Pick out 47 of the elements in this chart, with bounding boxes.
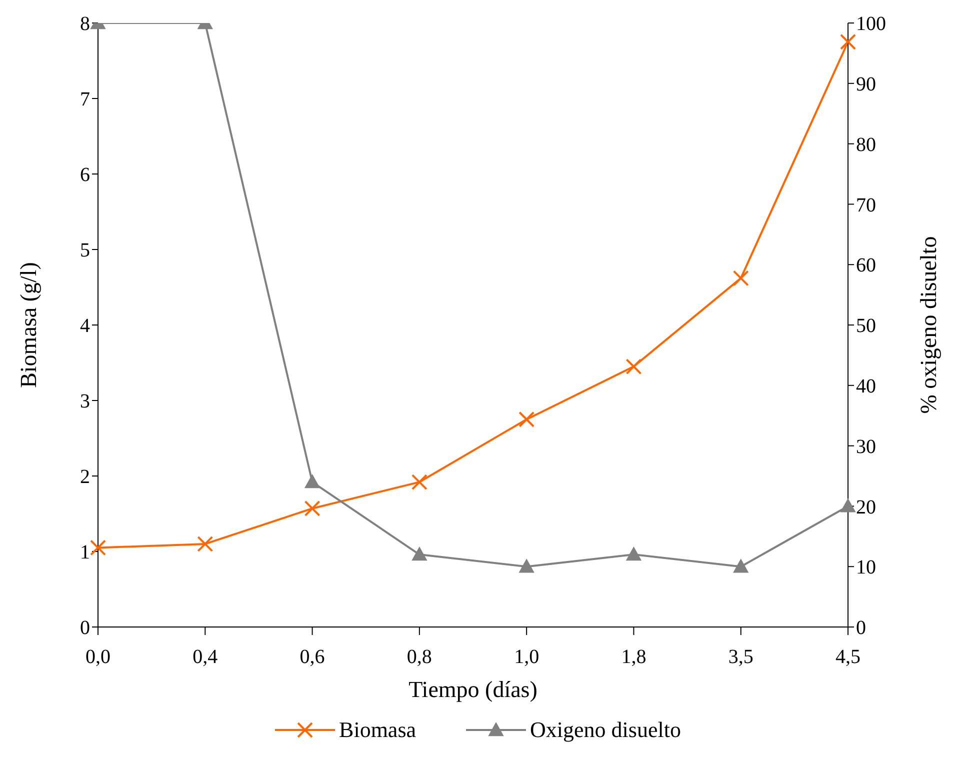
y-tick-label: 2	[80, 466, 90, 488]
x-tick-label: 1,8	[621, 646, 646, 668]
y2-tick-label: 20	[856, 496, 876, 518]
point	[90, 540, 106, 556]
y2-tick-label: 40	[856, 376, 876, 398]
point	[518, 411, 535, 428]
point	[304, 474, 320, 488]
y-tick-label: 7	[80, 88, 90, 111]
point	[411, 474, 428, 490]
y-tick-label: 3	[80, 390, 90, 413]
point	[197, 536, 214, 552]
y2-axis-title: % oxigeno disuelto	[916, 236, 942, 414]
x-tick-label: 4,5	[836, 646, 860, 668]
x-tick-label: 0,8	[406, 646, 432, 668]
y2-tick-label: 70	[856, 194, 876, 216]
point	[304, 500, 320, 516]
x-tick-label: 3,5	[728, 646, 754, 668]
x-tick-label: 0,0	[86, 646, 110, 668]
y2-tick-label: 10	[856, 556, 876, 579]
x-tick-label: 0,4	[192, 646, 218, 668]
x-tick-label: 1,0	[514, 646, 540, 668]
point	[626, 547, 642, 561]
y2-tick-label: 30	[856, 436, 876, 458]
legend-label: Biomasa	[339, 717, 416, 743]
point	[732, 270, 749, 286]
y2-tick-label: 100	[856, 13, 886, 36]
y-tick-label: 0	[80, 617, 90, 640]
point	[519, 559, 534, 573]
point	[840, 34, 856, 50]
y-axis-title: Biomasa (g/l)	[16, 262, 42, 388]
x-tick-label: 0,6	[300, 646, 325, 668]
y-tick-label: 1	[80, 542, 90, 564]
y2-tick-label: 0	[856, 617, 866, 640]
point	[733, 559, 748, 573]
y2-tick-label: 80	[856, 134, 876, 156]
y2-tick-label: 50	[856, 315, 876, 338]
y-tick-label: 8	[80, 13, 90, 36]
y-tick-label: 4	[80, 315, 90, 338]
legend-label: Oxigeno disuelto	[530, 717, 681, 743]
point	[840, 498, 856, 512]
y2-tick-label: 60	[856, 254, 876, 277]
y-tick-label: 5	[80, 240, 90, 262]
y-tick-label: 6	[80, 164, 90, 186]
point	[412, 547, 427, 561]
x-axis-title: Tiempo (días)	[408, 677, 538, 702]
y2-tick-label: 90	[856, 74, 876, 96]
point	[626, 358, 642, 375]
